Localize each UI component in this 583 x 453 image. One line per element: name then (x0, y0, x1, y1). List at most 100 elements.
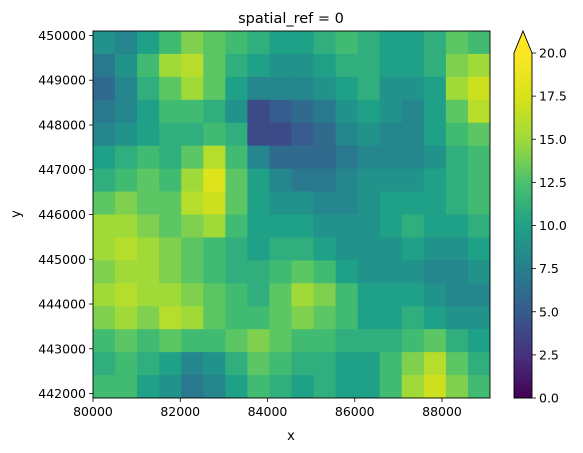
heatmap-cell (446, 192, 469, 216)
heatmap-cell (93, 123, 116, 147)
heatmap-cell (159, 260, 182, 284)
heatmap-cell (269, 100, 292, 124)
heatmap-cell (402, 306, 425, 330)
heatmap-cell (292, 352, 315, 376)
heatmap-cell (380, 77, 403, 101)
heatmap-cell (93, 352, 116, 376)
heatmap-cell (181, 54, 204, 78)
heatmap-cell (159, 192, 182, 216)
heatmap-cell (247, 352, 270, 376)
heatmap-cell (358, 77, 381, 101)
heatmap-cell (292, 100, 315, 124)
heatmap-cell (93, 283, 116, 307)
heatmap-cell (468, 283, 491, 307)
heatmap-cell (336, 237, 359, 261)
heatmap-cell (115, 283, 138, 307)
heatmap-cell (314, 283, 337, 307)
heatmap-cell (247, 283, 270, 307)
heatmap-cell (115, 77, 138, 101)
heatmap-cell (358, 375, 381, 399)
heatmap-cell (269, 54, 292, 78)
heatmap-cell (314, 260, 337, 284)
heatmap-cell (181, 306, 204, 330)
heatmap-cell (424, 31, 447, 55)
heatmap-cell (203, 329, 226, 353)
colorbar-tick-label: 2.5 (539, 347, 559, 362)
y-tick-label: 448000 (38, 117, 86, 132)
heatmap-cell (292, 215, 315, 239)
heatmap-cell (93, 215, 116, 239)
y-tick-label: 449000 (38, 73, 86, 88)
heatmap-cell (336, 31, 359, 55)
heatmap-cell (402, 375, 425, 399)
heatmap-cell (203, 375, 226, 399)
heatmap-cell (203, 169, 226, 193)
heatmap-cell (402, 237, 425, 261)
heatmap-cell (292, 54, 315, 78)
heatmap-cell (137, 375, 160, 399)
heatmap-cell (446, 283, 469, 307)
heatmap-cell (269, 31, 292, 55)
heatmap-cell (181, 77, 204, 101)
heatmap-cell (269, 237, 292, 261)
heatmap-cell (269, 375, 292, 399)
colorbar-tick-label: 10.0 (539, 218, 567, 233)
heatmap-cell (468, 329, 491, 353)
heatmap-cell (159, 352, 182, 376)
heatmap-cell (402, 169, 425, 193)
heatmap-cell (380, 215, 403, 239)
heatmap-cell (292, 77, 315, 101)
heatmap-cell (203, 77, 226, 101)
heatmap-cell (292, 146, 315, 170)
y-tick-label: 442000 (38, 386, 86, 401)
heatmap-cell (424, 283, 447, 307)
heatmap-cells (93, 31, 491, 399)
heatmap-cell (402, 123, 425, 147)
heatmap-cell (424, 169, 447, 193)
heatmap-cell (225, 260, 248, 284)
heatmap-cell (336, 192, 359, 216)
heatmap-cell (358, 260, 381, 284)
x-tick-label: 88000 (422, 404, 462, 419)
heatmap-cell (358, 100, 381, 124)
heatmap-cell (424, 306, 447, 330)
heatmap-cell (181, 215, 204, 239)
colorbar-tick-label: 20.0 (539, 46, 567, 61)
heatmap-cell (269, 352, 292, 376)
heatmap-cell (137, 215, 160, 239)
heatmap-cell (137, 352, 160, 376)
heatmap-cell (424, 146, 447, 170)
heatmap-cell (314, 54, 337, 78)
heatmap-cell (93, 260, 116, 284)
heatmap-cell (203, 283, 226, 307)
heatmap-cell (225, 123, 248, 147)
heatmap-cell (181, 237, 204, 261)
heatmap-cell (137, 169, 160, 193)
heatmap-cell (446, 54, 469, 78)
chart-title: spatial_ref = 0 (238, 11, 344, 27)
heatmap-cell (468, 77, 491, 101)
heatmap-cell (225, 283, 248, 307)
heatmap-cell (358, 146, 381, 170)
heatmap-cell (137, 192, 160, 216)
heatmap-cell (93, 77, 116, 101)
heatmap-cell (93, 306, 116, 330)
heatmap-cell (159, 54, 182, 78)
heatmap-cell (225, 100, 248, 124)
heatmap-cell (358, 54, 381, 78)
heatmap-cell (247, 31, 270, 55)
heatmap-cell (314, 123, 337, 147)
heatmap-cell (314, 306, 337, 330)
heatmap-cell (336, 123, 359, 147)
heatmap-cell (247, 100, 270, 124)
heatmap-cell (93, 100, 116, 124)
heatmap-cell (181, 146, 204, 170)
heatmap-cell (203, 192, 226, 216)
heatmap-cell (181, 329, 204, 353)
heatmap-cell (468, 123, 491, 147)
heatmap-cell (446, 260, 469, 284)
heatmap-cell (225, 54, 248, 78)
heatmap-cell (137, 260, 160, 284)
heatmap-cell (203, 352, 226, 376)
heatmap-cell (446, 169, 469, 193)
